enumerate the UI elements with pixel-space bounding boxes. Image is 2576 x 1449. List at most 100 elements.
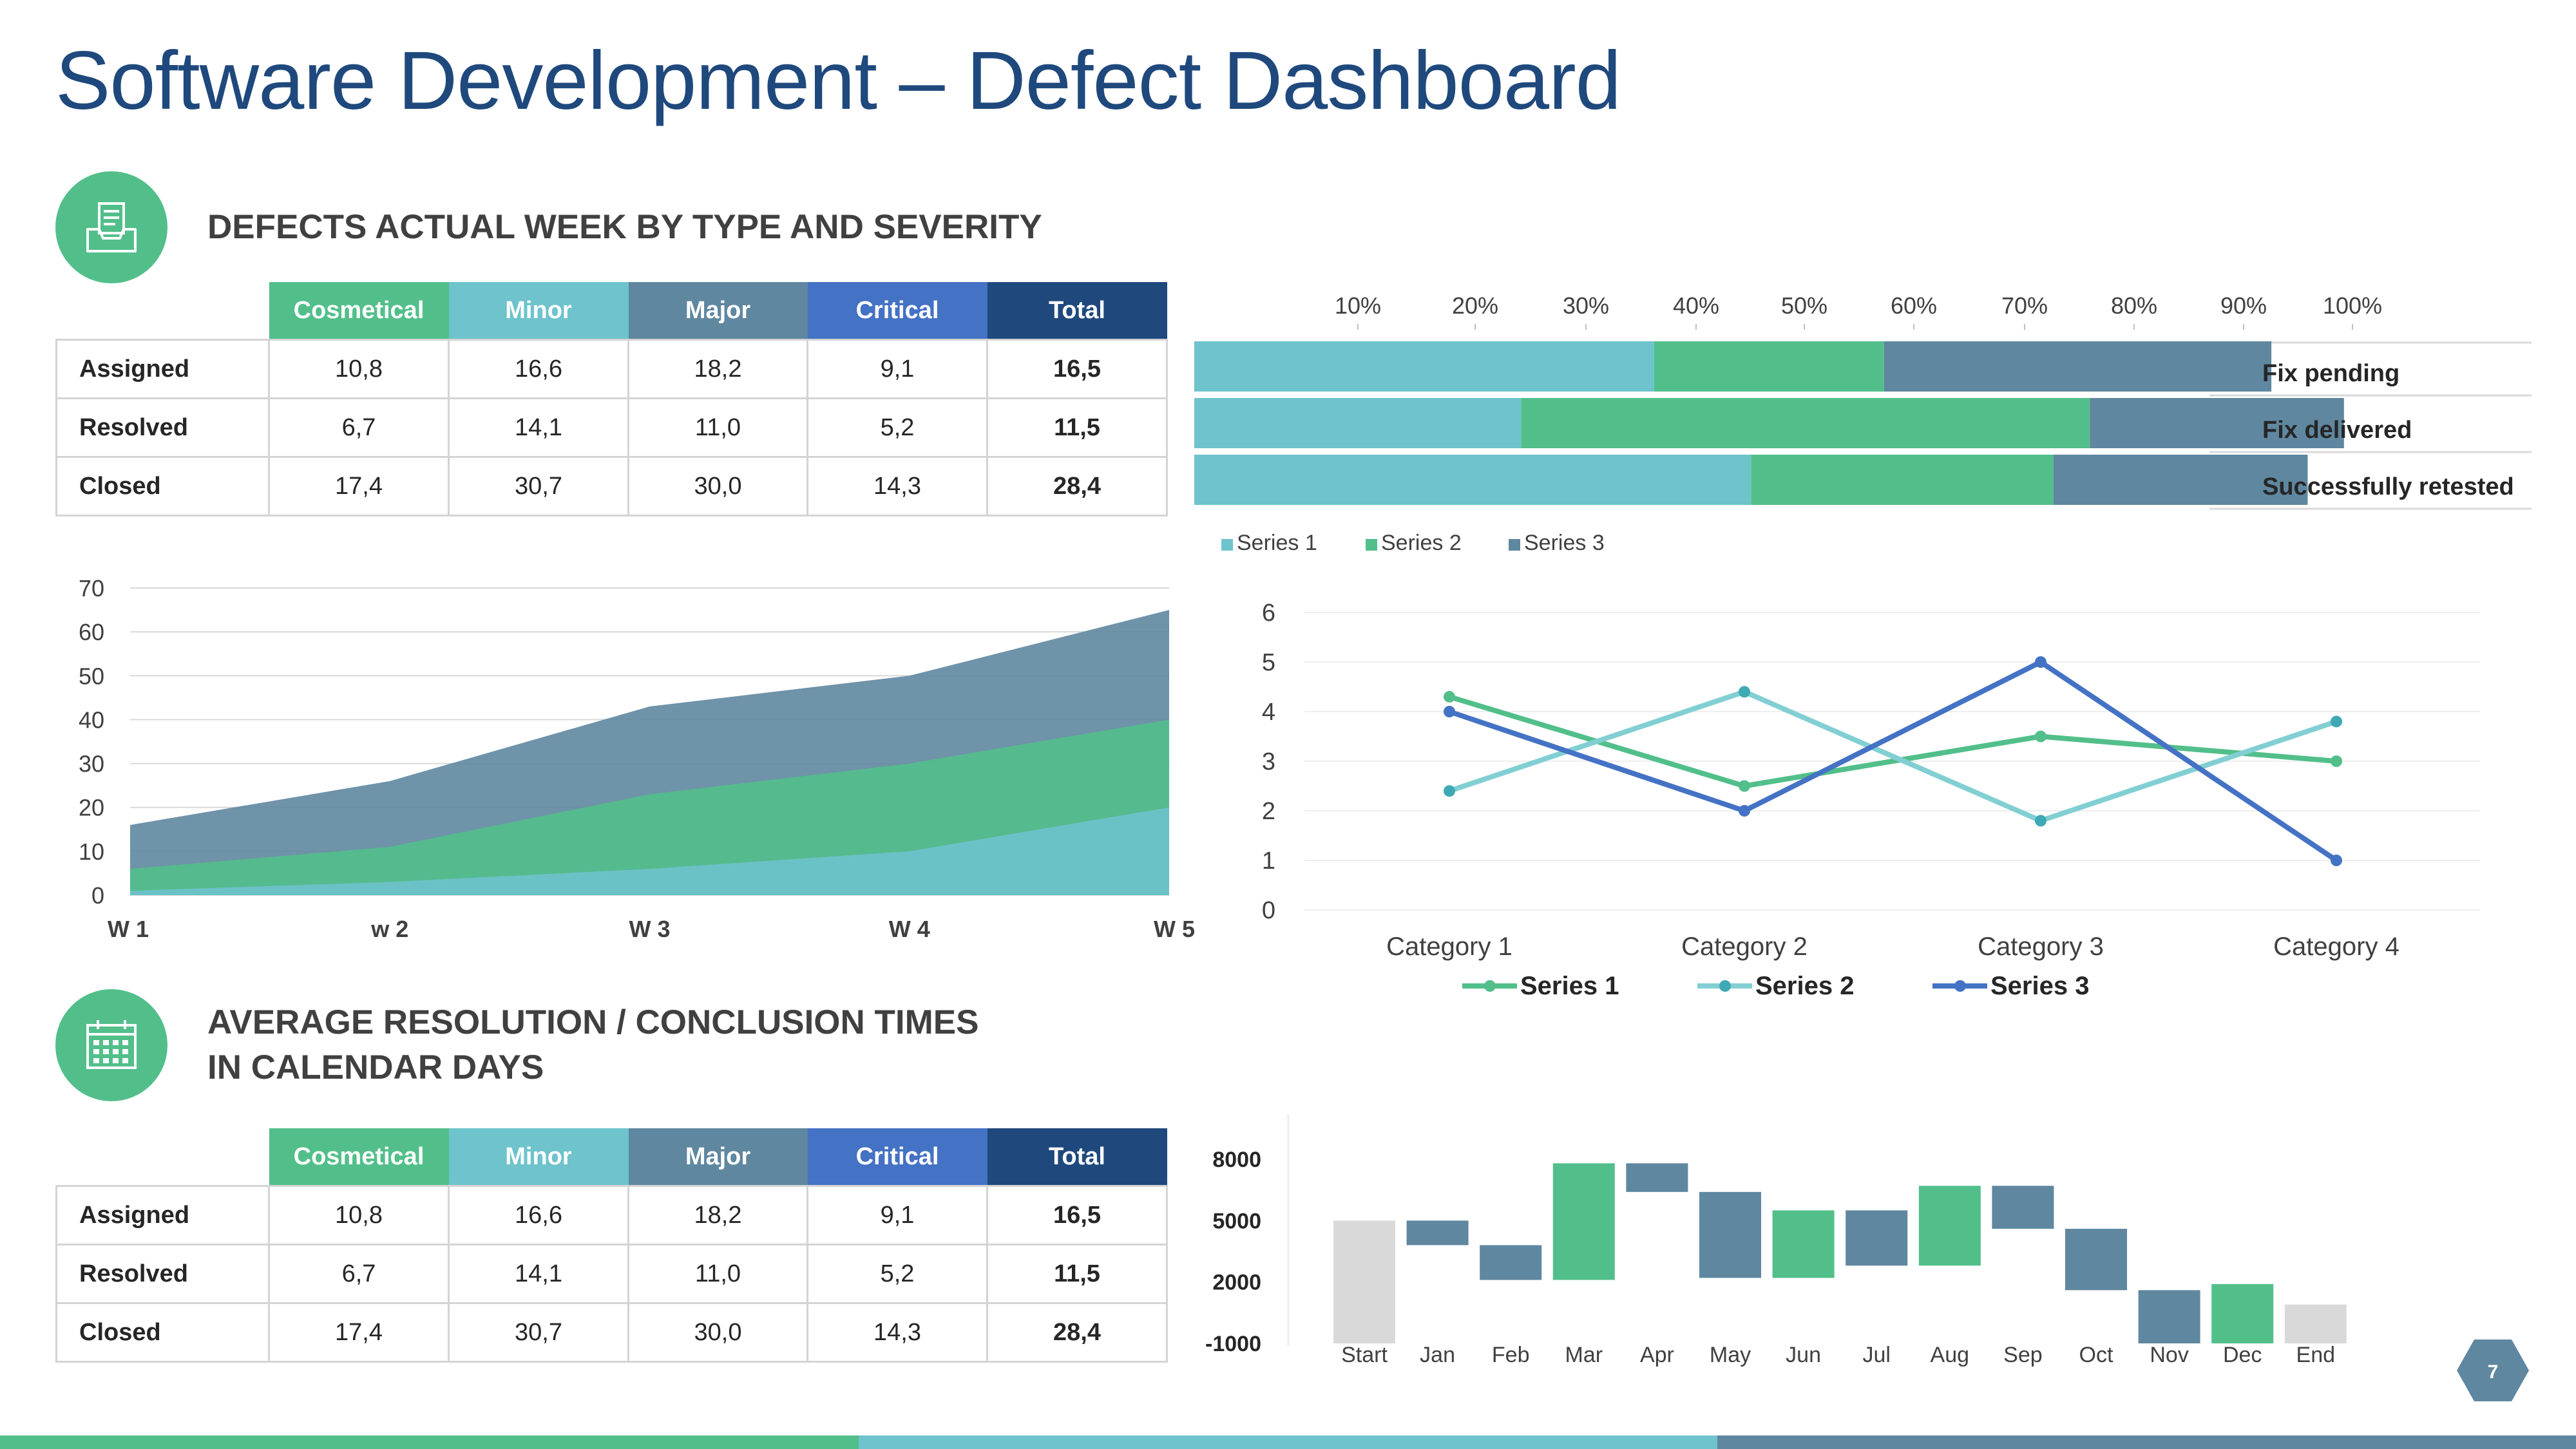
x-tick-label: w 2: [370, 916, 408, 942]
data-point: [1739, 686, 1750, 698]
y-tick-label: 1: [1262, 848, 1275, 875]
bar-segment: [1751, 455, 2054, 505]
data-point: [2331, 755, 2342, 767]
y-tick-label: 0: [1262, 897, 1275, 924]
y-tick-label: 30: [79, 751, 104, 777]
table-cell-total: 11,5: [986, 1244, 1168, 1304]
x-tick-label: Dec: [2223, 1343, 2262, 1367]
waterfall-bar: [1480, 1245, 1542, 1280]
bottom-color-strip: [0, 1435, 2576, 1449]
page-title: Software Development – Defect Dashboard: [55, 35, 1621, 127]
table-row: Resolved 6,7 14,1 11,0 5,2 11,5: [55, 397, 1168, 458]
y-tick-label: 0: [91, 882, 104, 909]
waterfall-bar: [1333, 1220, 1395, 1343]
table-cell-total: 16,5: [986, 339, 1168, 399]
page-number-badge: 7: [2457, 1340, 2529, 1401]
table-row: Resolved 6,7 14,1 11,0 5,2 11,5: [55, 1244, 1168, 1304]
table-cell: 6,7: [268, 1244, 450, 1304]
table-cell-total: 28,4: [986, 456, 1168, 516]
x-tick-label: W 4: [889, 916, 930, 942]
y-tick-label: 8000: [1212, 1148, 1261, 1172]
axis-tick-label: 90%: [2220, 292, 2267, 319]
axis-tick-label: 30%: [1563, 292, 1609, 319]
y-tick-label: 5: [1262, 649, 1275, 676]
row-label: Closed: [55, 456, 270, 516]
calendar-icon: [55, 989, 167, 1101]
waterfall-bar: [1772, 1210, 1835, 1278]
waterfall-bar: [1406, 1220, 1469, 1245]
x-tick-label: Jul: [1862, 1343, 1890, 1367]
bar-segment: [1884, 341, 2272, 392]
table-cell: 17,4: [268, 456, 450, 516]
axis-tick-label: 60%: [1891, 292, 1937, 319]
x-tick-label: Category 4: [2273, 933, 2399, 961]
legend-label: Series 1: [1520, 972, 1619, 1000]
inbox-document-icon: [55, 171, 167, 283]
area-series: [130, 807, 1169, 895]
x-tick-label: Category 3: [1978, 933, 2104, 961]
data-point: [1739, 805, 1750, 817]
data-point: [1444, 690, 1455, 703]
y-tick-label: -1000: [1205, 1332, 1261, 1356]
table-cell: 18,2: [627, 1185, 808, 1245]
legend-label: Series 2: [1381, 531, 1462, 555]
waterfall-bar: [1699, 1191, 1761, 1278]
x-tick-label: Mar: [1565, 1343, 1603, 1367]
column-header-critical: Critical: [807, 1128, 987, 1186]
line-series: [1448, 659, 2338, 863]
table-cell: 11,0: [627, 397, 808, 458]
x-tick-label: Oct: [2079, 1343, 2113, 1367]
x-tick-label: Category 1: [1386, 933, 1512, 961]
table-cell: 17,4: [268, 1302, 450, 1363]
stacked-bar-chart: 10% 20% 30% 40% 50% 60% 70% 80% 90% 100% Fix pendi…: [1194, 292, 2532, 555]
table-corner: [57, 1128, 269, 1186]
category-label: Fix delivered: [2262, 417, 2412, 444]
x-tick-label: Apr: [1640, 1343, 1674, 1367]
legend-label: Series 1: [1237, 531, 1317, 555]
legend-marker: [1719, 980, 1731, 992]
column-header-major: Major: [628, 282, 808, 340]
table-cell: 14,1: [448, 397, 629, 458]
bar-segment: [2090, 398, 2344, 448]
x-tick-label: Nov: [2150, 1343, 2188, 1367]
table-cell: 10,8: [268, 339, 450, 399]
data-point: [2035, 656, 2046, 668]
data-point: [1444, 706, 1455, 717]
bar-segment: [1194, 341, 1654, 392]
y-tick-label: 5000: [1212, 1209, 1261, 1233]
axis-tick-label: 10%: [1335, 292, 1381, 319]
y-tick-label: 6: [1262, 600, 1275, 627]
waterfall-bar: [1846, 1210, 1908, 1266]
axis-tick-label: 50%: [1781, 292, 1827, 319]
y-tick-label: 40: [79, 706, 104, 733]
resolution-times-table: Cosmetical Minor Major Critical Total As…: [55, 1128, 1168, 1363]
x-tick-label: Feb: [1492, 1343, 1530, 1367]
data-point: [2035, 730, 2046, 743]
section-title-defects: DEFECTS ACTUAL WEEK BY TYPE AND SEVERITY: [207, 208, 1042, 246]
x-tick-label: Start: [1341, 1343, 1388, 1367]
section-title-resolution-line2: IN CALENDAR DAYS: [207, 1048, 544, 1086]
x-tick-label: W 1: [108, 916, 149, 942]
table-cell-total: 16,5: [986, 1185, 1168, 1245]
strip-segment-green: [0, 1435, 859, 1449]
data-point: [2331, 855, 2342, 866]
row-label: Resolved: [55, 1244, 270, 1304]
table-cell: 16,6: [448, 339, 629, 399]
table-cell: 11,0: [627, 1244, 808, 1304]
axis-tick-label: 80%: [2111, 292, 2157, 319]
waterfall-bar: [1552, 1163, 1615, 1280]
column-header-minor: Minor: [448, 282, 629, 340]
bar-segment: [1521, 398, 2090, 448]
y-tick-label: 3: [1262, 748, 1275, 775]
waterfall-bar: [2284, 1304, 2347, 1343]
y-tick-label: 10: [79, 838, 104, 865]
data-point: [1444, 785, 1455, 797]
table-cell: 30,7: [448, 456, 629, 516]
table-cell: 16,6: [448, 1185, 629, 1245]
column-header-total: Total: [987, 282, 1167, 340]
bar-segment: [1194, 455, 1751, 505]
bar-segment: [1654, 341, 1884, 392]
row-label: Closed: [55, 1302, 270, 1363]
x-tick-label: May: [1710, 1343, 1751, 1367]
strip-segment-slate: [1717, 1435, 2576, 1449]
